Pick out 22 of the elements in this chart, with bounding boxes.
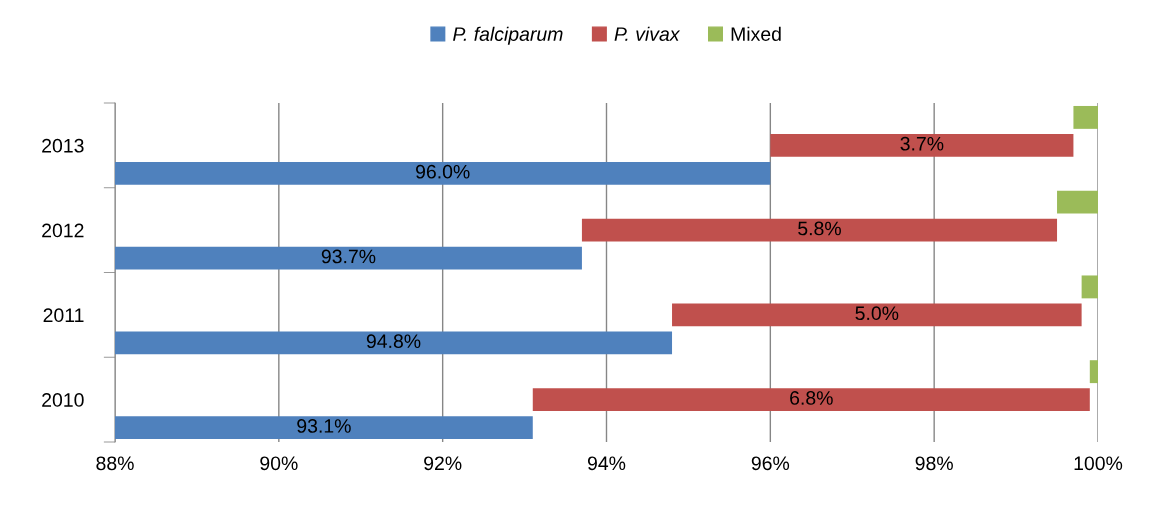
data-label: 94.8% xyxy=(366,334,421,349)
legend-label: P. falciparum xyxy=(453,26,563,45)
y-tick-label: 2012 xyxy=(42,223,84,238)
y-tick-label: 2011 xyxy=(43,308,84,323)
x-tick-label: 100% xyxy=(1074,456,1123,471)
legend-label: P. vivax xyxy=(614,26,681,41)
x-tick-label: 98% xyxy=(915,456,953,471)
legend-label: Mixed xyxy=(731,26,781,41)
x-tick-label: 94% xyxy=(587,456,626,471)
data-label: 5.0% xyxy=(855,306,899,321)
data-label: 6.8% xyxy=(790,391,833,405)
data-label: 96.0% xyxy=(416,164,470,179)
data-label: 93.7% xyxy=(321,249,376,264)
y-tick-label: 2010 xyxy=(42,393,84,407)
y-tick-label: 2013 xyxy=(42,138,84,153)
x-tick-label: 88% xyxy=(96,456,134,471)
x-tick-label: 90% xyxy=(260,456,298,471)
x-tick-label: 96% xyxy=(751,456,790,471)
data-label: 93.1% xyxy=(297,419,351,433)
x-tick-label: 92% xyxy=(424,456,462,471)
data-label: 5.8% xyxy=(798,221,841,236)
data-label: 3.7% xyxy=(900,136,944,151)
